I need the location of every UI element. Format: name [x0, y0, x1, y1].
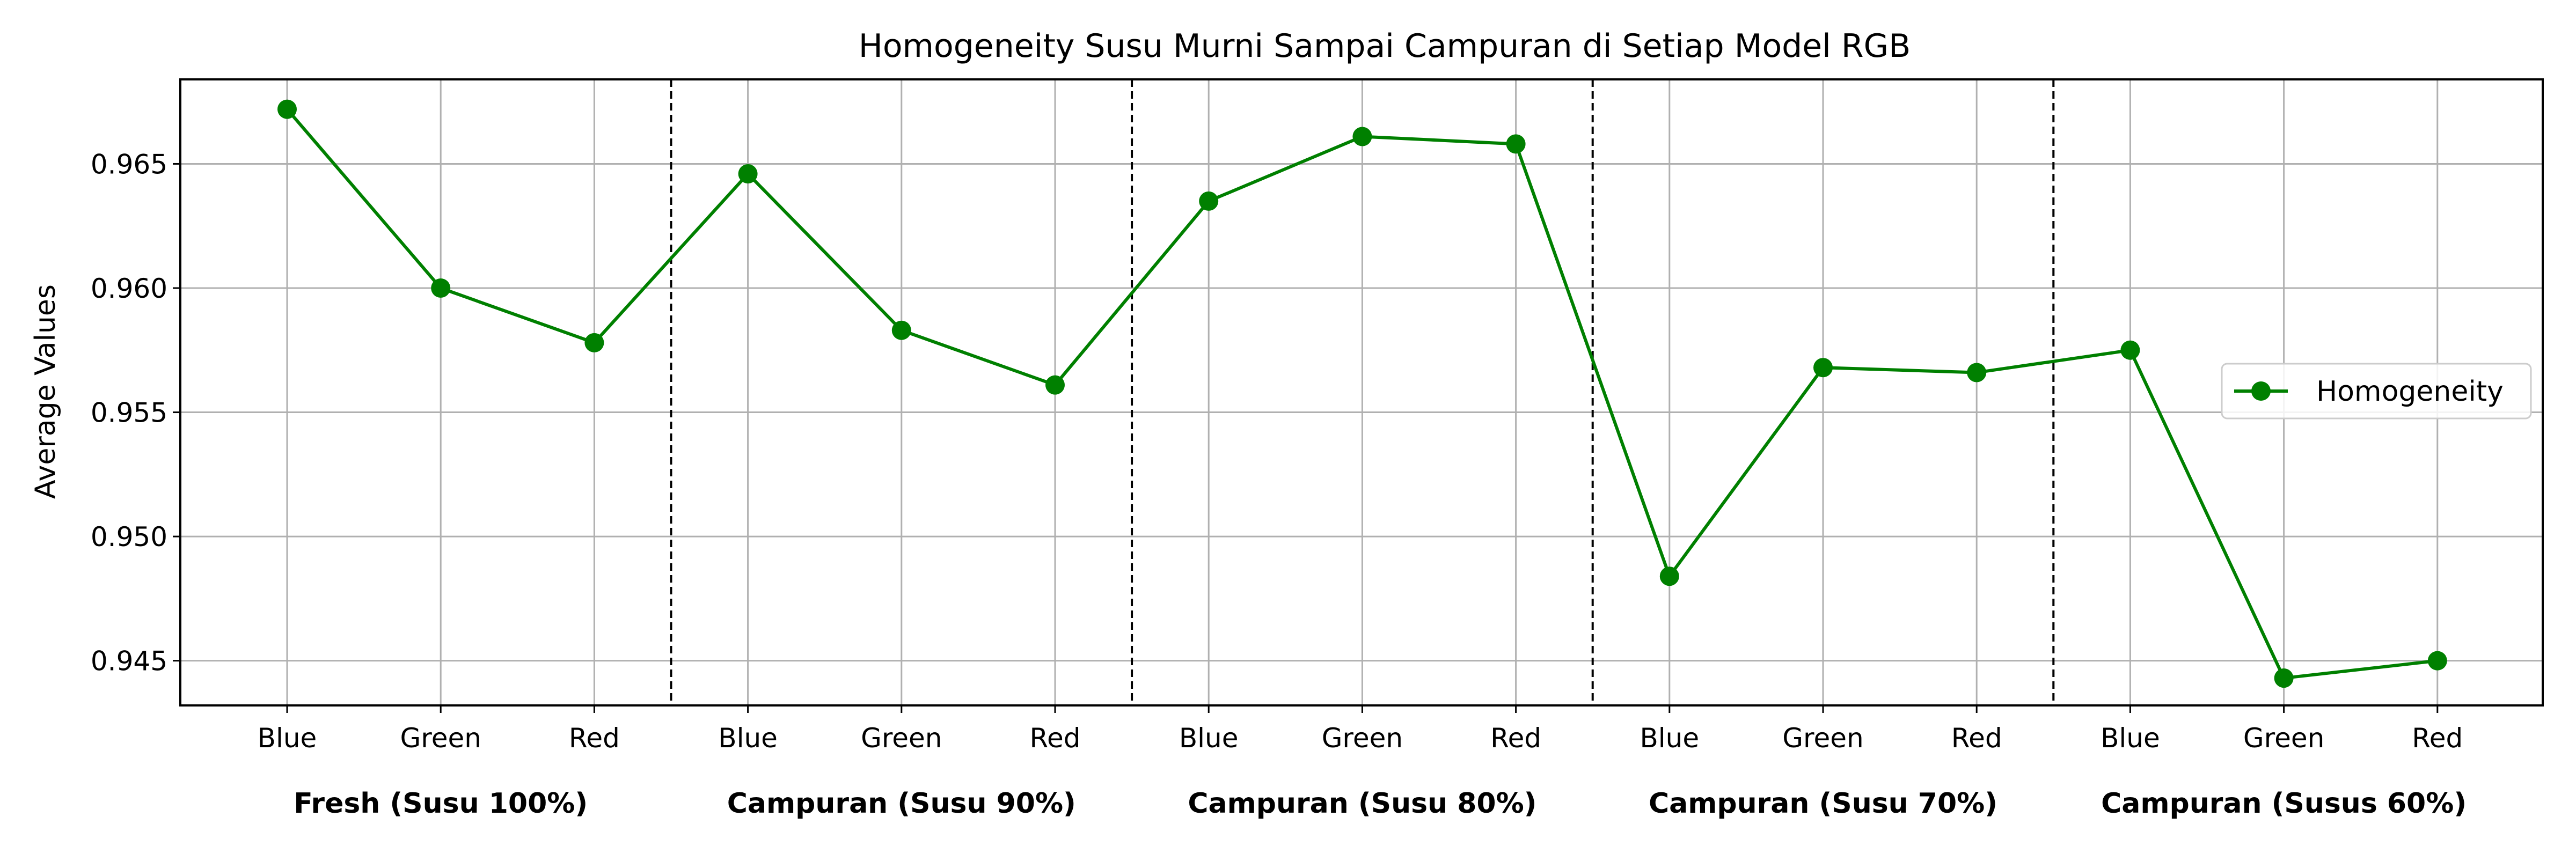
legend: Homogeneity — [2221, 363, 2532, 420]
data-point — [1199, 191, 1219, 211]
legend-box — [2221, 363, 2532, 420]
data-point — [891, 320, 911, 340]
x-tick-label: Green — [1322, 723, 1403, 754]
group-labels: Fresh (Susu 100%) Campuran (Susu 90%) Camp… — [294, 788, 2467, 820]
grid — [180, 79, 2543, 705]
x-tick-label: Red — [1951, 723, 2002, 754]
x-tick-label: Red — [1490, 723, 1541, 754]
x-tick-label: Blue — [718, 723, 778, 754]
y-tick-label: 0.950 — [91, 521, 167, 553]
group-label: Campuran (Susu 80%) — [1188, 788, 1536, 820]
data-point — [1813, 358, 1833, 378]
data-point — [1352, 127, 1372, 146]
data-point — [2274, 668, 2294, 688]
x-tick-label: Green — [861, 723, 942, 754]
y-axis-label: Average Values — [30, 284, 62, 499]
data-point — [1506, 134, 1526, 154]
y-tick-label: 0.945 — [91, 646, 167, 677]
data-point — [1045, 375, 1065, 395]
data-point — [2120, 340, 2140, 360]
group-label: Campuran (Susu 70%) — [1649, 788, 1997, 820]
x-tick-label: Red — [1030, 723, 1081, 754]
legend-label: Homogeneity — [2316, 376, 2504, 408]
data-point — [1659, 566, 1679, 586]
x-tick-label: Red — [569, 723, 620, 754]
x-tick-label: Green — [1782, 723, 1863, 754]
y-tick-label: 0.960 — [91, 273, 167, 304]
group-label: Campuran (Susu 90%) — [727, 788, 1076, 820]
y-tick-label: 0.965 — [91, 149, 167, 180]
x-axis-ticks: Blue Green Red Blue Green Red Blue Green Red Blue… — [258, 705, 2463, 754]
data-point — [431, 278, 451, 298]
x-tick-label: Blue — [1640, 723, 1699, 754]
data-point — [738, 164, 758, 183]
group-separators — [670, 79, 2055, 705]
data-point — [1967, 363, 1987, 382]
x-tick-label: Green — [2243, 723, 2324, 754]
data-point — [584, 333, 604, 352]
y-tick-label: 0.955 — [91, 398, 167, 429]
y-axis-ticks: 0.945 0.950 0.955 0.960 0.965 — [91, 149, 180, 677]
x-tick-label: Red — [2412, 723, 2463, 754]
series-layer — [277, 99, 2447, 688]
x-tick-label: Green — [400, 723, 481, 754]
x-tick-label: Blue — [2101, 723, 2160, 754]
chart-title: Homogeneity Susu Murni Sampai Campuran d… — [859, 27, 1911, 65]
data-point — [2427, 651, 2447, 671]
group-label: Fresh (Susu 100%) — [294, 788, 588, 820]
x-tick-label: Blue — [258, 723, 317, 754]
x-tick-label: Blue — [1179, 723, 1239, 754]
legend-marker-swatch — [2251, 381, 2271, 401]
data-point — [277, 99, 297, 119]
group-label: Campuran (Susus 60%) — [2101, 788, 2467, 820]
